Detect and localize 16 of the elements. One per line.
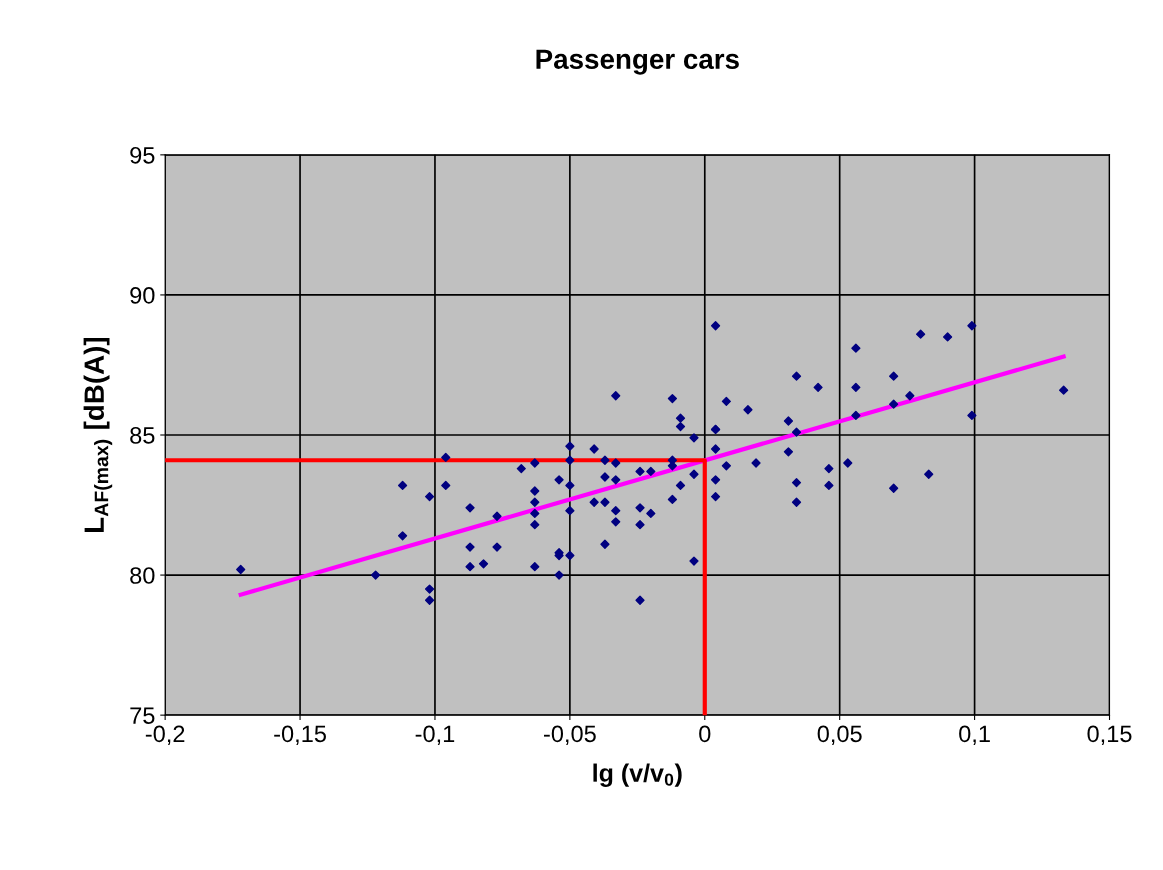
y-tick-label: 75 bbox=[130, 707, 155, 724]
y-axis-title: L$_{AF(max)}$ [dB(A)] bbox=[83, 337, 113, 533]
x-tick-label: 0,05 bbox=[817, 725, 862, 745]
chart-title: Passenger cars bbox=[536, 49, 739, 75]
y-tick-label: 95 bbox=[130, 146, 155, 164]
x-tick-label: 0,1 bbox=[959, 725, 990, 745]
x-tick-label: -0,2 bbox=[145, 725, 185, 745]
x-tick-label: -0,1 bbox=[415, 725, 455, 745]
y-tick-label: 90 bbox=[130, 287, 155, 304]
x-tick-label: -0,15 bbox=[274, 725, 326, 745]
x-tick-label: -0,05 bbox=[544, 725, 596, 745]
x-axis-title: lg (v/v$_{0}$) bbox=[593, 763, 682, 787]
x-tick-label: 0 bbox=[699, 725, 711, 743]
y-tick-label: 85 bbox=[130, 427, 155, 444]
x-tick-label: 0,15 bbox=[1087, 725, 1132, 745]
y-tick-label: 80 bbox=[130, 567, 155, 584]
